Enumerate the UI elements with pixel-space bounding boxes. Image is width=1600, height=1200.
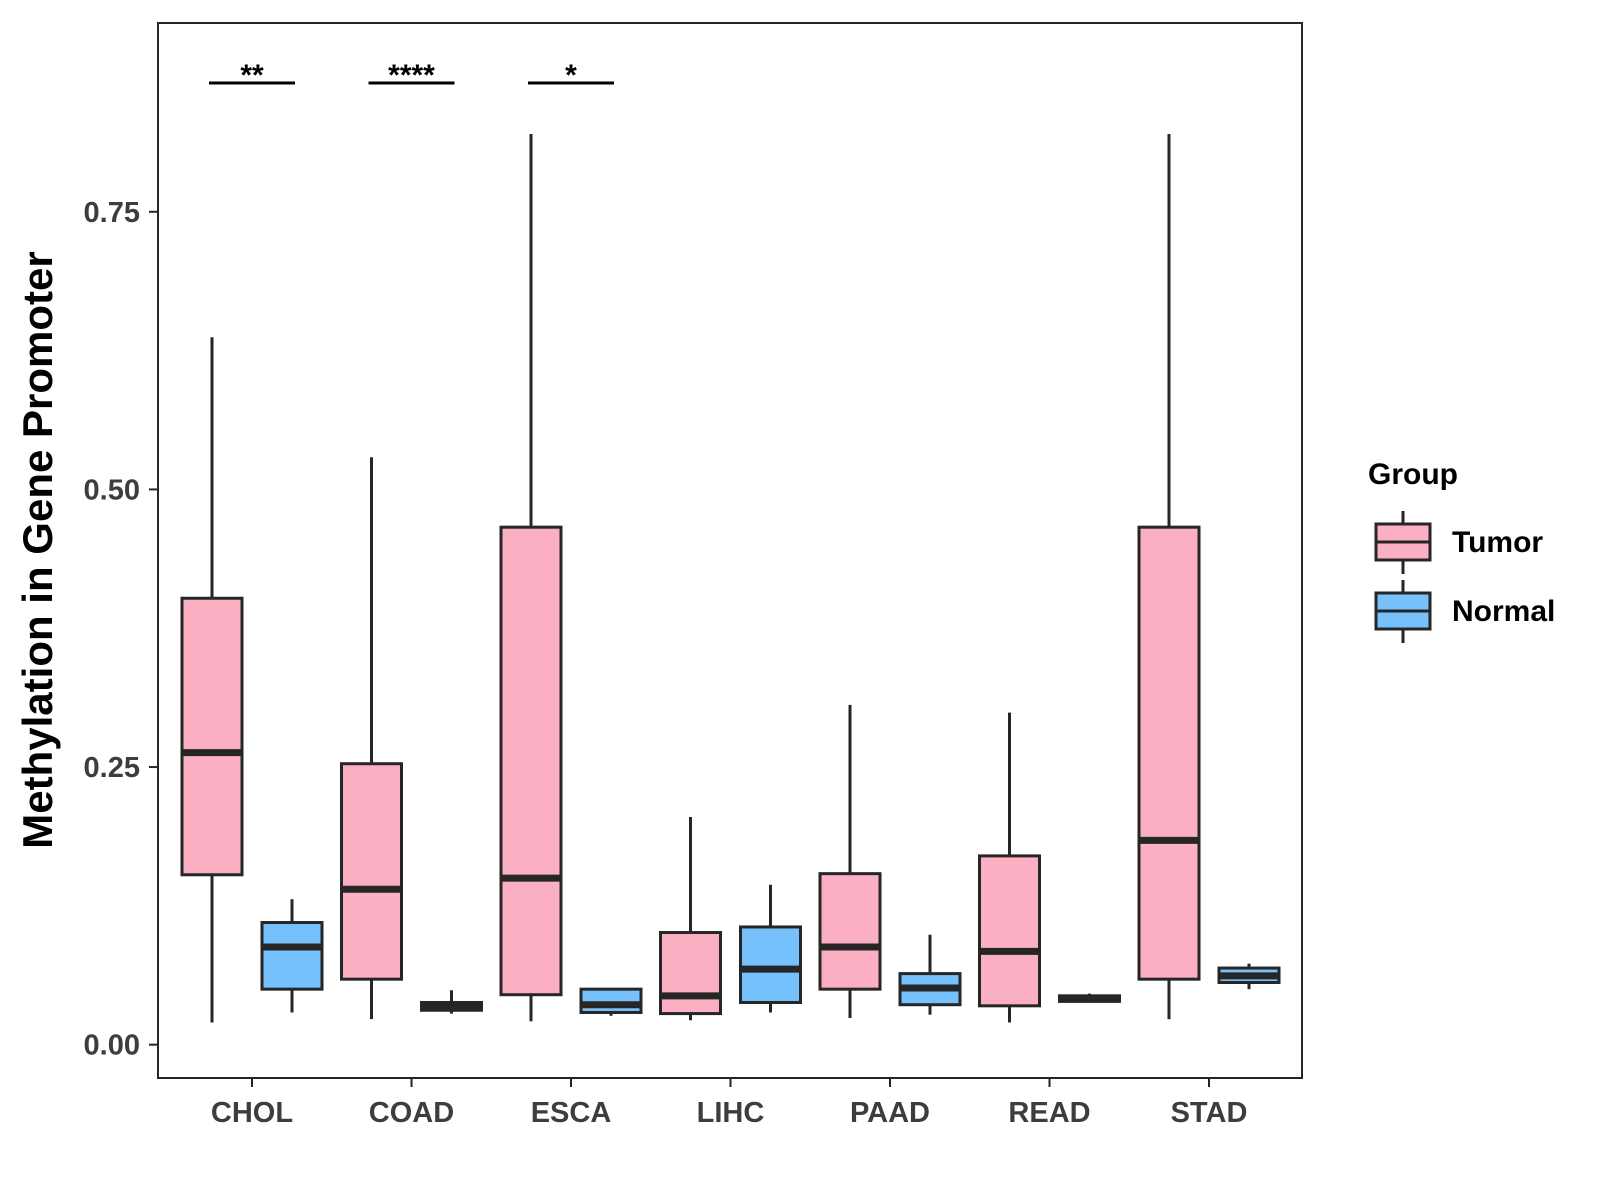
legend-title: Group [1368,458,1458,491]
legend-label-normal: Normal [1452,595,1555,628]
significance-label-esca: * [565,59,577,92]
x-axis: CHOL COAD ESCA LIHC PAAD READ STAD [211,1078,1247,1129]
box-normal-esca [579,987,643,1016]
x-tick-label: READ [1008,1097,1090,1129]
box-normal-coad [420,990,483,1014]
legend-item-normal: Normal [1374,580,1555,643]
box-tumor-read [978,712,1041,1023]
box-body [659,931,722,1016]
box-tumor-chol [180,337,244,1023]
legend-item-tumor: Tumor [1374,511,1543,574]
y-axis: 0.00 0.25 0.50 0.75 [84,197,158,1062]
x-tick-label: PAAD [850,1097,930,1129]
box-body [1137,525,1201,981]
x-tick-label: LIHC [697,1097,765,1129]
y-tick-label: 0.50 [84,474,140,506]
box-body [180,596,244,877]
x-tick-label: CHOL [211,1097,293,1129]
y-axis-title: Methylation in Gene Promoter [14,251,61,848]
box-normal-chol [260,899,324,1013]
significance-layer: ** **** * [209,59,614,92]
box-body [978,854,1041,1008]
box-tumor-esca [499,134,563,1022]
x-tick-label: STAD [1171,1097,1248,1129]
box-tumor-lihc [659,817,722,1021]
box-layer [180,134,1281,1023]
x-tick-label: ESCA [531,1097,612,1129]
box-body [340,762,403,981]
significance-label-chol: ** [240,59,264,92]
box-body [579,987,643,1014]
box-tumor-paad [818,704,882,1019]
box-normal-read [1058,993,1121,1003]
box-body [499,525,563,997]
legend-label-tumor: Tumor [1452,526,1543,559]
box-tumor-stad [1137,134,1201,1020]
box-body [260,921,324,991]
y-tick-label: 0.25 [84,752,140,784]
y-tick-label: 0.75 [84,197,140,229]
box-normal-stad [1217,963,1281,990]
box-normal-lihc [739,884,802,1013]
box-normal-paad [898,934,962,1015]
box-tumor-coad [340,457,403,1020]
y-tick-label: 0.00 [84,1030,140,1062]
legend: Group Tumor Normal [1368,458,1555,643]
significance-label-coad: **** [388,59,435,92]
box-body [739,925,802,1004]
x-tick-label: COAD [369,1097,454,1129]
box-body [818,872,882,991]
